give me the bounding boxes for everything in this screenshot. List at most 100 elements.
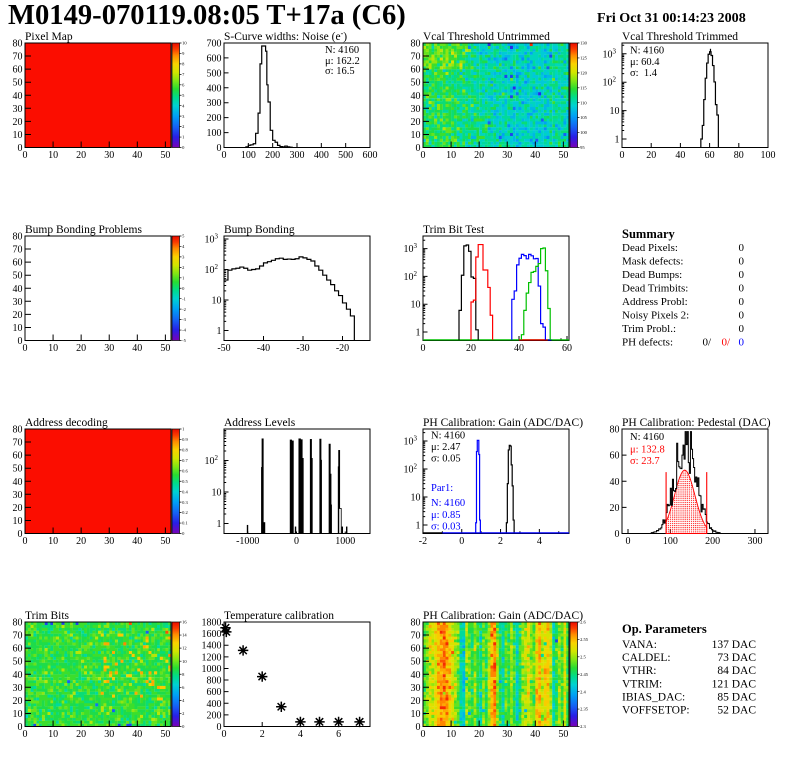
svg-text:40: 40 [132,150,142,161]
svg-text:60: 60 [13,644,23,655]
svg-text:2.5: 2.5 [580,654,586,659]
svg-text:1: 1 [182,135,184,140]
svg-text:1400: 1400 [202,641,222,652]
svg-text:0: 0 [23,343,28,354]
svg-text:40: 40 [530,150,540,161]
svg-text:0: 0 [18,529,23,540]
svg-text:μ: 0.85: μ: 0.85 [431,510,461,521]
svg-text:84 DAC: 84 DAC [717,665,756,677]
svg-text:110: 110 [580,100,587,105]
svg-text:-20: -20 [336,343,349,354]
svg-text:30: 30 [411,683,421,694]
svg-text:2.4: 2.4 [580,689,586,694]
svg-text:1: 1 [217,519,222,530]
svg-text:Address Probl:: Address Probl: [622,296,688,308]
svg-text:20: 20 [13,310,23,321]
svg-text:2: 2 [215,263,219,271]
svg-text:-50: -50 [217,343,230,354]
svg-text:3: 3 [182,114,185,119]
svg-text:20: 20 [411,117,421,128]
svg-text:50: 50 [558,729,568,740]
svg-text:PH Calibration: Pedestal (DAC): PH Calibration: Pedestal (DAC) [622,417,771,429]
svg-text:Trim Bit Test: Trim Bit Test [423,224,485,236]
svg-text:200: 200 [207,113,222,124]
svg-text:10: 10 [411,130,421,141]
svg-text:Op. Parameters: Op. Parameters [622,622,707,636]
svg-text:9: 9 [182,51,185,56]
svg-text:115: 115 [580,85,587,90]
svg-text:0: 0 [739,336,745,348]
svg-text:2.55: 2.55 [580,637,589,642]
svg-text:1000: 1000 [202,664,222,675]
svg-text:3: 3 [414,242,418,250]
svg-text:30: 30 [502,729,512,740]
svg-text:50: 50 [13,464,23,475]
svg-text:20: 20 [76,729,86,740]
svg-text:2: 2 [414,463,418,471]
svg-text:60: 60 [13,65,23,76]
svg-text:30: 30 [411,104,421,115]
svg-text:10: 10 [48,343,58,354]
svg-text:40: 40 [132,343,142,354]
svg-text:σ: 23.7: σ: 23.7 [630,456,660,467]
svg-text:70: 70 [13,52,23,63]
svg-text:Address Levels: Address Levels [224,417,296,429]
svg-text:40: 40 [132,729,142,740]
svg-text:3: 3 [414,435,418,443]
svg-text:2: 2 [613,76,617,84]
svg-text:Vcal Threshold Trimmed: Vcal Threshold Trimmed [622,31,738,43]
svg-text:40: 40 [13,91,23,102]
svg-text:3: 3 [215,233,219,241]
svg-text:1800: 1800 [202,618,222,629]
svg-text:1: 1 [182,427,184,432]
svg-text:0: 0 [421,150,426,161]
svg-text:0/: 0/ [702,336,712,348]
svg-text:200: 200 [265,150,280,161]
svg-text:30: 30 [13,104,23,115]
svg-text:0/: 0/ [721,336,731,348]
svg-text:20: 20 [474,729,484,740]
svg-text:0.5: 0.5 [182,479,188,484]
svg-text:IBIAS_DAC:: IBIAS_DAC: [622,691,685,703]
svg-text:μ: 2.47: μ: 2.47 [431,442,461,453]
svg-text:Fri Oct 31 00:14:23 2008: Fri Oct 31 00:14:23 2008 [597,10,746,26]
svg-text:0: 0 [739,255,745,267]
svg-text:60: 60 [411,65,421,76]
svg-text:4: 4 [182,244,185,249]
svg-text:10: 10 [13,323,23,334]
svg-text:60: 60 [705,150,715,161]
svg-text:50: 50 [411,657,421,668]
svg-text:N: 4160: N: 4160 [630,46,664,57]
svg-text:50: 50 [558,150,568,161]
svg-text:-1: -1 [182,296,186,301]
svg-text:400: 400 [207,699,222,710]
svg-text:10: 10 [411,709,421,720]
svg-text:30: 30 [13,490,23,501]
svg-text:40: 40 [514,343,524,354]
svg-text:10: 10 [13,516,23,527]
svg-text:80: 80 [13,618,23,629]
svg-text:0: 0 [23,729,28,740]
svg-text:6: 6 [182,685,185,690]
svg-text:14: 14 [182,633,187,638]
svg-text:100: 100 [207,128,222,139]
svg-text:0: 0 [182,286,185,291]
svg-text:Summary: Summary [622,227,676,241]
svg-text:20: 20 [76,343,86,354]
svg-text:-1000: -1000 [236,536,259,547]
svg-text:2.45: 2.45 [580,672,589,677]
svg-text:0.9: 0.9 [182,437,188,442]
svg-text:7: 7 [182,72,185,77]
svg-text:0: 0 [459,536,464,547]
svg-text:70: 70 [411,631,421,642]
svg-text:40: 40 [132,536,142,547]
svg-text:Noisy Pixels 2:: Noisy Pixels 2: [622,309,689,321]
svg-text:0: 0 [18,722,23,733]
svg-text:0: 0 [217,722,222,733]
svg-text:100: 100 [663,536,678,547]
svg-text:VANA:: VANA: [622,639,657,651]
svg-text:70: 70 [13,245,23,256]
svg-text:5: 5 [182,93,185,98]
svg-text:300: 300 [290,150,305,161]
svg-text:100: 100 [761,150,776,161]
